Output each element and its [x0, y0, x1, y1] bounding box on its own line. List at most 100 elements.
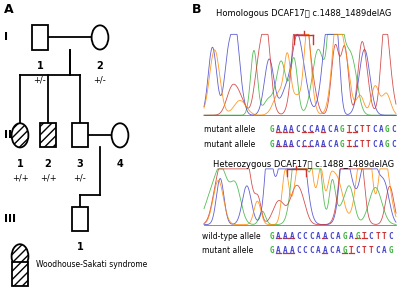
Bar	[32, 25, 48, 50]
Text: 2: 2	[45, 159, 51, 169]
Text: C: C	[308, 125, 313, 134]
Text: G: G	[270, 140, 274, 149]
Circle shape	[12, 244, 28, 268]
Text: G: G	[270, 125, 274, 134]
Text: A: A	[282, 140, 287, 149]
Circle shape	[12, 123, 28, 147]
Text: C: C	[309, 246, 314, 255]
Text: A: A	[289, 140, 294, 149]
Text: C: C	[302, 125, 306, 134]
Bar	[40, 123, 56, 147]
Text: Homologous DCAF17： c.1488_1489delAG: Homologous DCAF17： c.1488_1489delAG	[216, 9, 392, 18]
Text: C: C	[329, 246, 334, 255]
Text: A: A	[4, 3, 14, 16]
Text: C: C	[295, 140, 300, 149]
Text: G: G	[340, 140, 345, 149]
Text: wild-type allele: wild-type allele	[202, 232, 261, 241]
Text: T: T	[359, 125, 364, 134]
Text: A: A	[378, 140, 383, 149]
Text: A: A	[316, 232, 320, 241]
Text: C: C	[309, 232, 314, 241]
Text: A: A	[283, 232, 288, 241]
Text: C: C	[327, 125, 332, 134]
Text: C: C	[372, 125, 377, 134]
Text: T: T	[359, 140, 364, 149]
Bar	[72, 123, 88, 147]
Text: C: C	[302, 140, 306, 149]
Text: A: A	[334, 125, 338, 134]
Text: +/-: +/-	[34, 75, 46, 84]
Text: T: T	[349, 246, 354, 255]
Text: C: C	[353, 140, 358, 149]
Text: A: A	[276, 232, 281, 241]
Text: Heterozygous DCAF17： c.1488_1489delAG: Heterozygous DCAF17： c.1488_1489delAG	[214, 160, 394, 169]
Circle shape	[112, 123, 128, 147]
Text: C: C	[391, 125, 396, 134]
Text: T: T	[346, 125, 351, 134]
Text: 4: 4	[117, 159, 123, 169]
Text: +/-: +/-	[74, 173, 86, 182]
Text: mutant allele: mutant allele	[204, 140, 255, 149]
Text: B: B	[192, 3, 202, 16]
Text: T: T	[375, 232, 380, 241]
Text: T: T	[382, 232, 386, 241]
Text: A: A	[289, 125, 294, 134]
Text: A: A	[336, 246, 340, 255]
Text: A: A	[283, 246, 288, 255]
Text: G: G	[385, 125, 390, 134]
Text: 1: 1	[77, 242, 83, 253]
Text: 3: 3	[77, 159, 83, 169]
Text: G: G	[342, 232, 347, 241]
Text: T: T	[362, 246, 367, 255]
Text: A: A	[276, 140, 281, 149]
Bar	[72, 207, 88, 231]
Text: C: C	[296, 246, 301, 255]
Text: A: A	[290, 246, 294, 255]
Text: C: C	[391, 140, 396, 149]
Text: A: A	[321, 125, 326, 134]
Text: III: III	[4, 214, 16, 224]
Text: C: C	[369, 232, 373, 241]
Text: A: A	[321, 140, 326, 149]
Text: A: A	[290, 232, 294, 241]
Text: C: C	[372, 140, 377, 149]
Text: G: G	[270, 246, 274, 255]
Text: Woodhouse-Sakati syndrome: Woodhouse-Sakati syndrome	[36, 260, 147, 270]
Text: T: T	[369, 246, 373, 255]
Text: 2: 2	[97, 61, 103, 71]
Text: A: A	[282, 125, 287, 134]
Text: C: C	[356, 246, 360, 255]
Text: 1: 1	[17, 159, 23, 169]
Text: T: T	[362, 232, 367, 241]
Text: A: A	[276, 246, 281, 255]
Text: +/+: +/+	[40, 173, 56, 182]
Text: C: C	[329, 232, 334, 241]
Text: mutant allele: mutant allele	[204, 125, 255, 134]
Text: A: A	[378, 125, 383, 134]
Bar	[12, 262, 28, 286]
Text: A: A	[314, 140, 319, 149]
Text: G: G	[388, 246, 393, 255]
Text: A: A	[336, 232, 340, 241]
Text: +/+: +/+	[12, 173, 28, 182]
Text: A: A	[316, 246, 320, 255]
Text: A: A	[276, 125, 281, 134]
Text: G: G	[270, 232, 274, 241]
Text: C: C	[303, 232, 307, 241]
Text: T: T	[366, 140, 370, 149]
Text: A: A	[322, 232, 327, 241]
Text: C: C	[327, 140, 332, 149]
Text: C: C	[303, 246, 307, 255]
Text: G: G	[385, 140, 390, 149]
Text: T: T	[346, 140, 351, 149]
Text: A: A	[314, 125, 319, 134]
Text: 1: 1	[37, 61, 43, 71]
Text: C: C	[388, 232, 393, 241]
Circle shape	[92, 25, 108, 50]
Text: II: II	[4, 130, 12, 140]
Text: +/-: +/-	[94, 75, 106, 84]
Text: A: A	[382, 246, 386, 255]
Text: A: A	[334, 140, 338, 149]
Text: mutant allele: mutant allele	[202, 246, 253, 255]
Text: A: A	[322, 246, 327, 255]
